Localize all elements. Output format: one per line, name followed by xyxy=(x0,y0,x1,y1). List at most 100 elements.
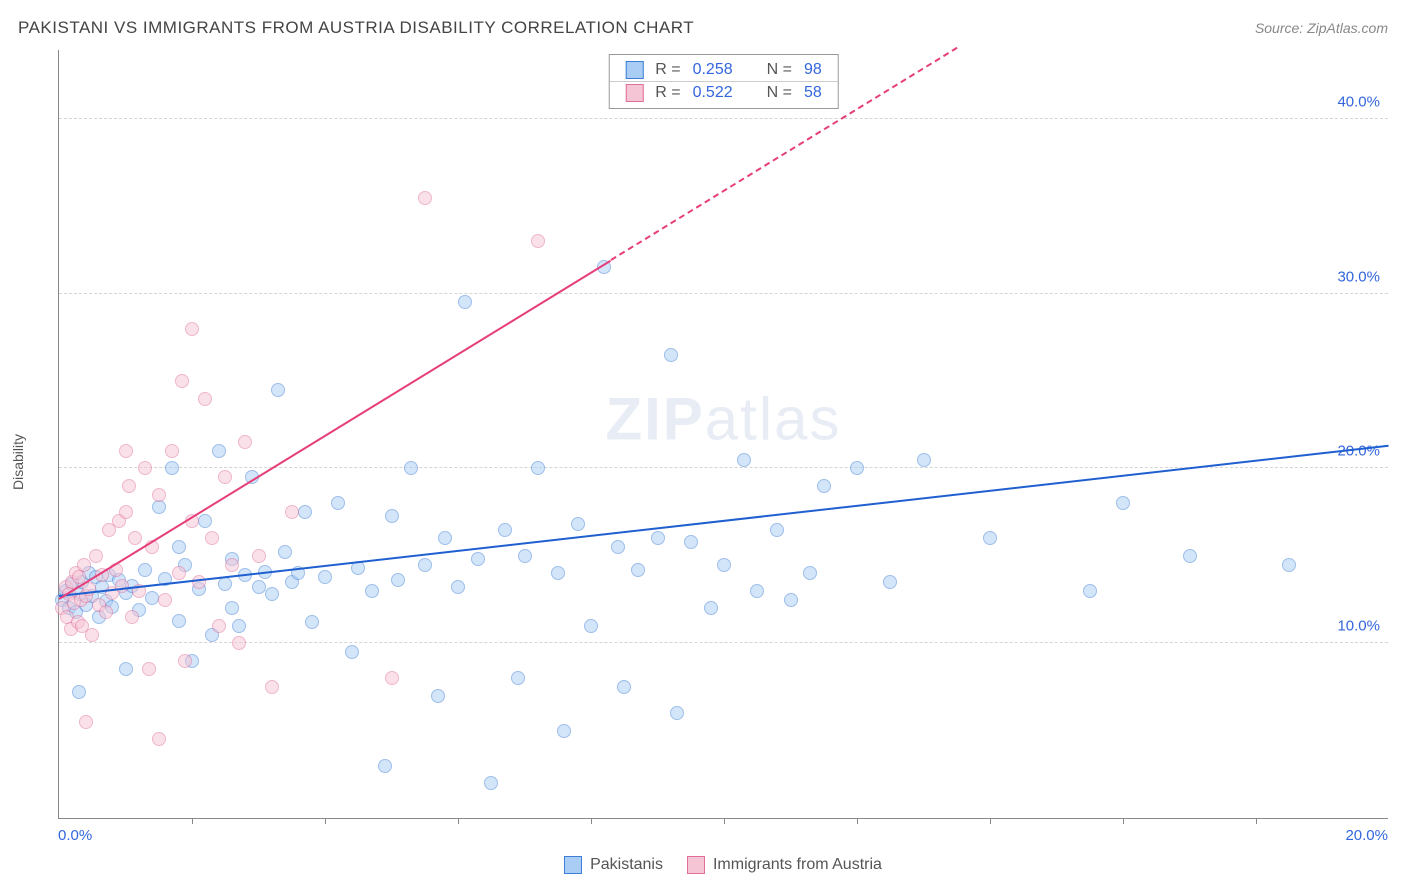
data-point xyxy=(212,619,226,633)
stats-row: R =0.258N =98 xyxy=(609,59,838,81)
r-value: 0.258 xyxy=(693,61,733,79)
data-point xyxy=(458,295,472,309)
n-value: 58 xyxy=(804,84,822,102)
data-point xyxy=(252,549,266,563)
data-point xyxy=(451,580,465,594)
data-point xyxy=(218,470,232,484)
data-point xyxy=(158,593,172,607)
data-point xyxy=(737,453,751,467)
r-value: 0.522 xyxy=(693,84,733,102)
data-point xyxy=(119,444,133,458)
data-point xyxy=(345,645,359,659)
x-tick xyxy=(591,818,592,824)
series-legend: Pakistanis Immigrants from Austria xyxy=(58,856,1388,874)
legend-swatch xyxy=(564,856,582,874)
legend-label: Immigrants from Austria xyxy=(713,856,882,874)
data-point xyxy=(298,505,312,519)
chart-title: PAKISTANI VS IMMIGRANTS FROM AUSTRIA DIS… xyxy=(18,18,694,38)
data-point xyxy=(431,689,445,703)
stats-row: R = 0.522 N = 58 xyxy=(609,81,838,104)
x-tick xyxy=(857,818,858,824)
data-point xyxy=(518,549,532,563)
data-point xyxy=(817,479,831,493)
gridline xyxy=(59,293,1388,294)
data-point xyxy=(265,680,279,694)
data-point xyxy=(717,558,731,572)
data-point xyxy=(651,531,665,545)
data-point xyxy=(142,662,156,676)
chart-source: Source: ZipAtlas.com xyxy=(1255,20,1388,36)
r-label: R = xyxy=(655,61,680,79)
data-point xyxy=(165,444,179,458)
legend-label: Pakistanis xyxy=(590,856,663,874)
data-point xyxy=(684,535,698,549)
data-point xyxy=(378,759,392,773)
legend-item: Immigrants from Austria xyxy=(687,856,882,874)
data-point xyxy=(750,584,764,598)
y-tick-label: 40.0% xyxy=(1337,93,1380,110)
data-point xyxy=(285,505,299,519)
data-point xyxy=(278,545,292,559)
data-point xyxy=(79,715,93,729)
data-point xyxy=(128,531,142,545)
data-point xyxy=(178,654,192,668)
data-point xyxy=(670,706,684,720)
x-tick xyxy=(458,818,459,824)
legend-swatch xyxy=(625,84,643,102)
data-point xyxy=(704,601,718,615)
n-label: N = xyxy=(767,84,792,102)
data-point xyxy=(165,461,179,475)
data-point xyxy=(172,540,186,554)
trend-line xyxy=(58,259,611,599)
data-point xyxy=(99,605,113,619)
data-point xyxy=(770,523,784,537)
r-label: R = xyxy=(655,84,680,102)
data-point xyxy=(271,383,285,397)
chart-header: PAKISTANI VS IMMIGRANTS FROM AUSTRIA DIS… xyxy=(18,18,1388,38)
data-point xyxy=(584,619,598,633)
data-point xyxy=(471,552,485,566)
plot-area: ZIPatlas R = 0.258 N = 98 R = 0.522 N = 58 10.0… xyxy=(58,50,1388,819)
x-tick xyxy=(724,818,725,824)
data-point xyxy=(72,685,86,699)
data-point xyxy=(803,566,817,580)
x-tick xyxy=(1256,818,1257,824)
data-point xyxy=(318,570,332,584)
data-point xyxy=(557,724,571,738)
data-point xyxy=(175,374,189,388)
data-point xyxy=(138,461,152,475)
data-point xyxy=(418,558,432,572)
data-point xyxy=(1116,496,1130,510)
data-point xyxy=(152,732,166,746)
data-point xyxy=(198,514,212,528)
data-point xyxy=(119,662,133,676)
data-point xyxy=(185,322,199,336)
data-point xyxy=(631,563,645,577)
stats-legend-box: R = 0.258 N = 98 R = 0.522 N = 58 xyxy=(608,54,839,109)
data-point xyxy=(484,776,498,790)
data-point xyxy=(498,523,512,537)
data-point xyxy=(611,540,625,554)
data-point xyxy=(152,488,166,502)
data-point xyxy=(265,587,279,601)
data-point xyxy=(145,591,159,605)
data-point xyxy=(365,584,379,598)
data-point xyxy=(89,549,103,563)
data-point xyxy=(331,496,345,510)
y-tick-label: 10.0% xyxy=(1337,618,1380,635)
data-point xyxy=(883,575,897,589)
n-value: 98 xyxy=(804,61,822,79)
legend-swatch xyxy=(687,856,705,874)
data-point xyxy=(391,573,405,587)
data-point xyxy=(232,619,246,633)
watermark: ZIPatlas xyxy=(605,384,841,453)
data-point xyxy=(404,461,418,475)
x-tick xyxy=(325,818,326,824)
data-point xyxy=(85,628,99,642)
data-point xyxy=(418,191,432,205)
data-point xyxy=(305,615,319,629)
data-point xyxy=(1183,549,1197,563)
data-point xyxy=(385,509,399,523)
gridline xyxy=(59,118,1388,119)
y-axis-label: Disability xyxy=(10,434,26,490)
